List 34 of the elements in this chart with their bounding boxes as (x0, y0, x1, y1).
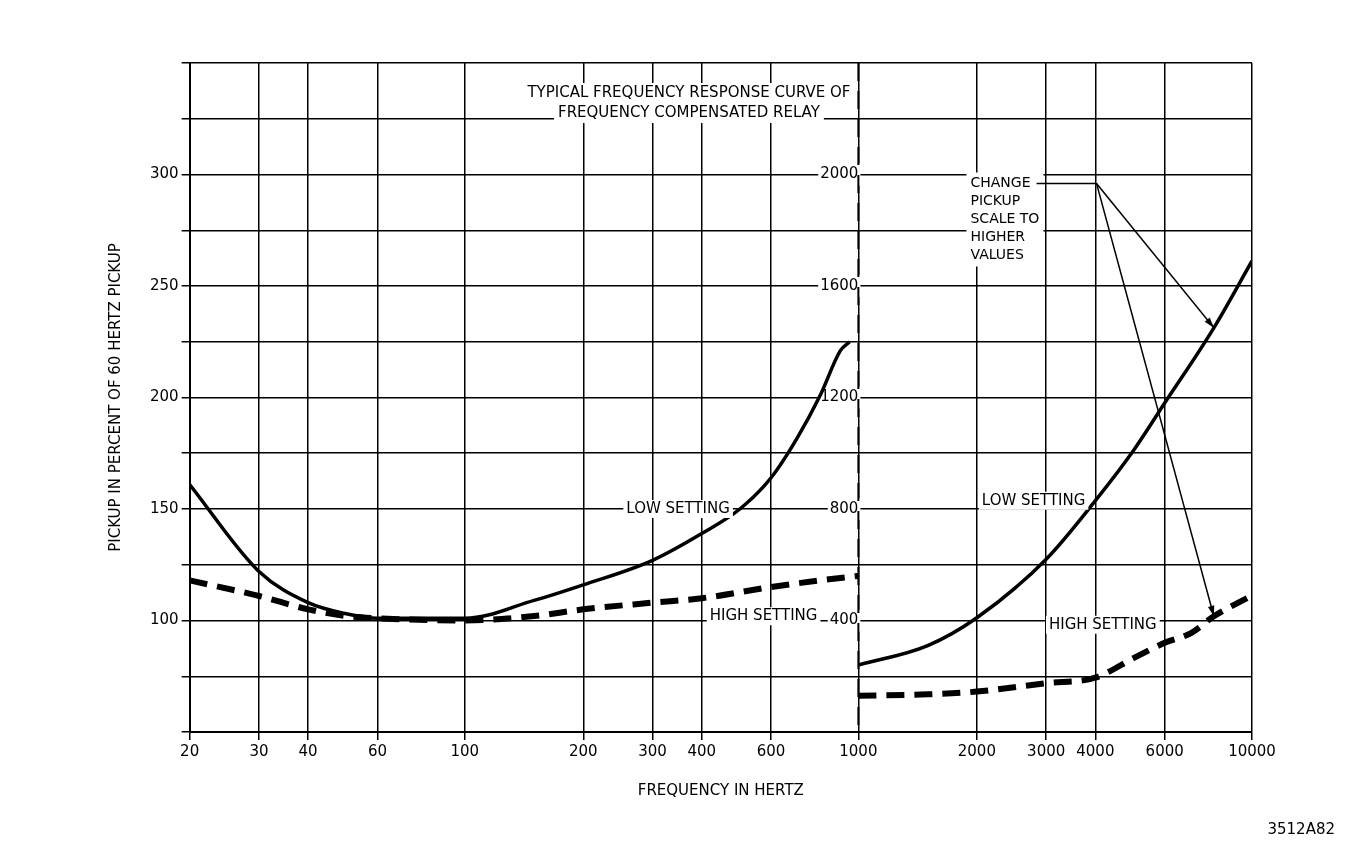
x-tick-label: 10000 (1228, 741, 1276, 760)
x-tick-label: 1000 (839, 741, 878, 760)
text: 3512A82 (1267, 819, 1335, 838)
y-tick-label: 200 (149, 387, 179, 406)
x-tick-label: 20 (180, 741, 200, 760)
series-label: HIGH SETTING (1048, 614, 1157, 633)
y-axis-title: PICKUP IN PERCENT OF 60 HERTZ PICKUP (105, 243, 124, 552)
x-tick-label: 600 (756, 741, 786, 760)
x-tick-label: 60 (367, 741, 387, 760)
y2-tick-label: 2000 (820, 164, 859, 183)
x-tick-label: 200 (568, 741, 598, 760)
x-tick-label: 2000 (957, 741, 996, 760)
x-tick-label: 4000 (1076, 741, 1115, 760)
series-label: LOW SETTING (626, 498, 730, 517)
series-label: LOW SETTING (981, 490, 1086, 509)
y2-tick-label: 400 (829, 610, 859, 629)
y2-tick-label: 1200 (820, 387, 859, 406)
y-tick-label: 100 (149, 610, 179, 629)
x-tick-label: 3000 (1027, 741, 1066, 760)
x-tick-label: 6000 (1145, 741, 1184, 760)
x-tick-label: 40 (298, 741, 318, 760)
x-tick-label: 300 (638, 741, 667, 760)
y2-tick-label: 800 (829, 498, 859, 517)
x-axis-title: FREQUENCY IN HERTZ (637, 780, 804, 799)
x-tick-label: 100 (450, 741, 480, 760)
y-tick-label: 150 (149, 498, 179, 517)
x-tick-label: 30 (249, 741, 269, 760)
annotation: CHANGE PICKUP SCALE TO HIGHER VALUES (970, 174, 1040, 263)
x-tick-label: 400 (687, 741, 717, 760)
series-label: HIGH SETTING (709, 606, 818, 625)
y2-tick-label: 1600 (820, 275, 859, 294)
text: TYPICAL FREQUENCY RESPONSE CURVE OF FREQUENCY COMPENSATED RELAY (526, 83, 851, 121)
y-tick-label: 250 (149, 275, 179, 294)
y-tick-label: 300 (149, 164, 179, 183)
